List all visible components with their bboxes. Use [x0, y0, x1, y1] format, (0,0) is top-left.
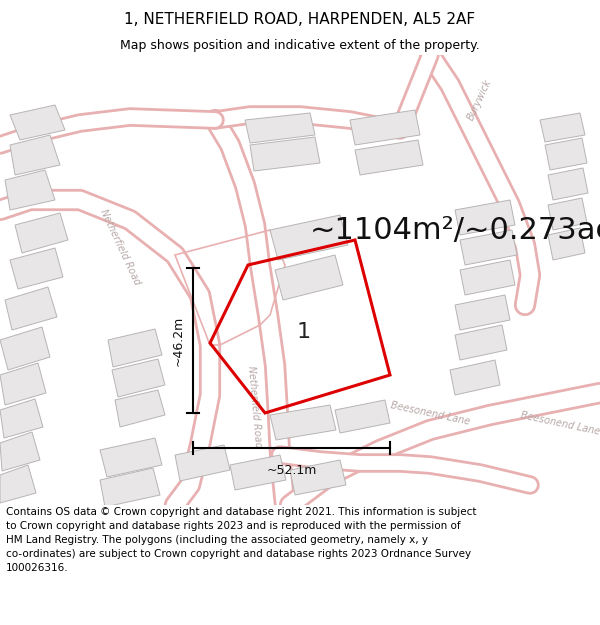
Polygon shape	[548, 198, 587, 230]
Polygon shape	[245, 113, 315, 143]
Polygon shape	[175, 445, 230, 481]
Polygon shape	[112, 359, 165, 397]
Polygon shape	[0, 327, 50, 370]
Polygon shape	[10, 135, 60, 175]
Text: Netherfield Road: Netherfield Road	[247, 366, 263, 449]
Polygon shape	[230, 455, 286, 490]
Polygon shape	[540, 113, 585, 142]
Polygon shape	[548, 168, 588, 200]
Polygon shape	[10, 248, 63, 289]
Polygon shape	[545, 138, 587, 170]
Polygon shape	[455, 295, 510, 330]
Text: Map shows position and indicative extent of the property.: Map shows position and indicative extent…	[120, 39, 480, 51]
Text: ~1104m²/~0.273ac.: ~1104m²/~0.273ac.	[310, 216, 600, 244]
Polygon shape	[15, 213, 68, 253]
Polygon shape	[290, 460, 346, 495]
Text: Burywick: Burywick	[466, 78, 494, 122]
Polygon shape	[355, 140, 423, 175]
Polygon shape	[455, 200, 515, 235]
Polygon shape	[0, 432, 40, 471]
Polygon shape	[450, 360, 500, 395]
Polygon shape	[455, 325, 507, 360]
Polygon shape	[460, 230, 517, 265]
Polygon shape	[335, 400, 390, 433]
Polygon shape	[100, 468, 160, 507]
Polygon shape	[100, 438, 162, 477]
Polygon shape	[460, 260, 515, 295]
Polygon shape	[275, 255, 343, 300]
Text: Netherfield Road: Netherfield Road	[98, 208, 142, 286]
Text: ~52.1m: ~52.1m	[266, 464, 317, 477]
Text: 1, NETHERFIELD ROAD, HARPENDEN, AL5 2AF: 1, NETHERFIELD ROAD, HARPENDEN, AL5 2AF	[124, 12, 476, 27]
Polygon shape	[108, 329, 162, 367]
Polygon shape	[250, 137, 320, 171]
Text: 1: 1	[296, 322, 311, 342]
Polygon shape	[0, 399, 43, 438]
Polygon shape	[5, 170, 55, 210]
Polygon shape	[10, 105, 65, 140]
Polygon shape	[548, 228, 585, 260]
Polygon shape	[115, 390, 165, 427]
Polygon shape	[0, 465, 36, 503]
Polygon shape	[0, 363, 46, 405]
Polygon shape	[5, 287, 57, 330]
Polygon shape	[270, 215, 348, 260]
Text: ~46.2m: ~46.2m	[172, 316, 185, 366]
Text: Beesonend Lane: Beesonend Lane	[389, 400, 470, 426]
Polygon shape	[270, 405, 336, 440]
Polygon shape	[350, 110, 420, 145]
Text: Beesonend Lane: Beesonend Lane	[520, 410, 600, 436]
Text: Contains OS data © Crown copyright and database right 2021. This information is : Contains OS data © Crown copyright and d…	[6, 508, 476, 573]
